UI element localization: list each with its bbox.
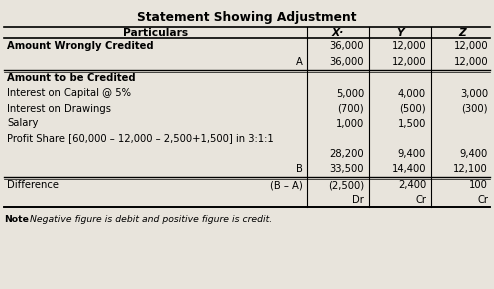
Text: Cr: Cr (477, 195, 488, 205)
Text: Dr: Dr (352, 195, 364, 205)
Text: 2,400: 2,400 (398, 180, 426, 190)
Text: Negative figure is debit and positive figure is credit.: Negative figure is debit and positive fi… (30, 215, 272, 224)
Text: 33,500: 33,500 (329, 164, 364, 174)
Text: Interest on Capital @ 5%: Interest on Capital @ 5% (7, 88, 131, 99)
Text: Y: Y (396, 27, 404, 38)
Text: 1,500: 1,500 (398, 118, 426, 129)
Text: 12,000: 12,000 (453, 57, 488, 67)
Text: 28,200: 28,200 (329, 149, 364, 158)
Text: Difference: Difference (7, 180, 59, 190)
Text: 4,000: 4,000 (398, 88, 426, 99)
Text: 5,000: 5,000 (336, 88, 364, 99)
Text: Profit Share [60,000 – 12,000 – 2,500+1,500] in 3:1:1: Profit Share [60,000 – 12,000 – 2,500+1,… (7, 134, 274, 144)
Text: X·: X· (332, 27, 344, 38)
Text: (2,500): (2,500) (328, 180, 364, 190)
Text: 12,000: 12,000 (391, 57, 426, 67)
Text: Amount to be Credited: Amount to be Credited (7, 73, 136, 83)
Text: 14,400: 14,400 (392, 164, 426, 174)
Text: A: A (296, 57, 303, 67)
Text: Note: Note (4, 215, 29, 224)
Text: 9,400: 9,400 (460, 149, 488, 158)
Text: 3,000: 3,000 (460, 88, 488, 99)
Text: 1,000: 1,000 (336, 118, 364, 129)
Text: Statement Showing Adjustment: Statement Showing Adjustment (137, 11, 357, 24)
Text: (B – A): (B – A) (270, 180, 303, 190)
Text: 36,000: 36,000 (329, 41, 364, 51)
Text: 36,000: 36,000 (329, 57, 364, 67)
Text: Particulars: Particulars (123, 27, 188, 38)
Text: (300): (300) (461, 103, 488, 114)
Text: B: B (296, 164, 303, 174)
Text: Amount Wrongly Credited: Amount Wrongly Credited (7, 41, 154, 51)
Text: (700): (700) (337, 103, 364, 114)
Text: Z: Z (458, 27, 466, 38)
Text: Cr: Cr (415, 195, 426, 205)
Text: 9,400: 9,400 (398, 149, 426, 158)
Text: 12,000: 12,000 (391, 41, 426, 51)
Text: Interest on Drawings: Interest on Drawings (7, 103, 111, 114)
Text: 100: 100 (469, 180, 488, 190)
Text: Salary: Salary (7, 118, 39, 129)
Text: 12,000: 12,000 (453, 41, 488, 51)
Text: (500): (500) (399, 103, 426, 114)
Text: 12,100: 12,100 (453, 164, 488, 174)
